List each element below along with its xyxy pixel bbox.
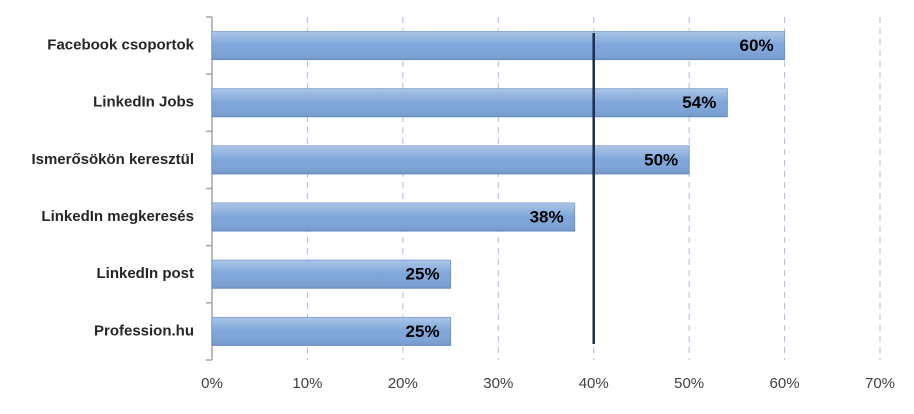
x-tick-label: 20% xyxy=(388,375,418,392)
bar-shade xyxy=(212,260,451,289)
y-tick-label: LinkedIn megkeresés xyxy=(41,208,194,225)
y-tick-label: Profession.hu xyxy=(94,322,194,339)
y-tick-label: Ismerősökön keresztül xyxy=(31,151,194,168)
bar-shade xyxy=(212,145,690,174)
y-tick-label: Facebook csoportok xyxy=(47,37,194,54)
x-tick-label: 10% xyxy=(292,375,322,392)
x-tick-label: 0% xyxy=(201,375,223,392)
x-tick-label: 70% xyxy=(865,375,895,392)
y-tick-label: LinkedIn Jobs xyxy=(93,94,194,111)
data-label: 25% xyxy=(406,265,440,284)
x-tick-label: 40% xyxy=(579,375,609,392)
data-label: 50% xyxy=(644,150,678,169)
data-label: 38% xyxy=(530,208,564,227)
bar-shade xyxy=(212,203,575,232)
data-label: 25% xyxy=(406,322,440,341)
x-tick-label: 60% xyxy=(770,375,800,392)
bar-shade xyxy=(212,31,785,60)
bar-shade xyxy=(212,317,451,346)
y-tick-label: LinkedIn post xyxy=(97,265,195,282)
bar-shade xyxy=(212,88,728,117)
data-label: 60% xyxy=(740,36,774,55)
x-tick-label: 30% xyxy=(483,375,513,392)
x-tick-label: 50% xyxy=(674,375,704,392)
data-label: 54% xyxy=(682,93,716,112)
